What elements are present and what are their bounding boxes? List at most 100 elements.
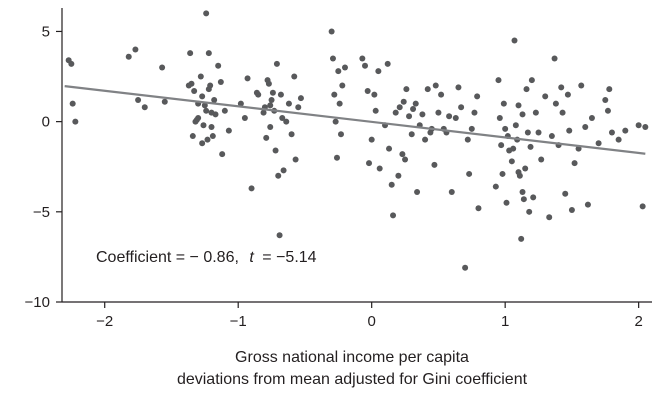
data-point (279, 115, 286, 122)
data-point (608, 129, 615, 136)
data-point (199, 93, 206, 100)
data-point (368, 136, 375, 143)
data-point (328, 28, 335, 35)
data-point (446, 113, 453, 120)
data-point (455, 84, 462, 91)
data-point (366, 160, 373, 167)
data-point (209, 133, 216, 140)
data-point (332, 118, 339, 125)
data-point (375, 68, 382, 75)
annotation-prefix: Coefficient = − 0.86, (96, 249, 239, 266)
data-point (225, 127, 232, 134)
data-point (498, 142, 505, 149)
data-point (263, 134, 270, 141)
data-point (191, 87, 198, 94)
data-point (359, 55, 366, 62)
data-point (530, 194, 537, 201)
data-point (438, 91, 445, 98)
data-point (475, 205, 482, 212)
x-tick-label: −1 (230, 313, 247, 330)
data-point (277, 91, 284, 98)
data-point (248, 185, 255, 192)
data-point (402, 156, 409, 163)
data-point (193, 116, 200, 123)
data-point (205, 86, 212, 93)
data-point (72, 118, 79, 125)
data-point (571, 160, 578, 167)
data-point (458, 104, 465, 111)
data-point (566, 127, 573, 134)
data-point (388, 181, 395, 188)
data-point (528, 77, 535, 84)
data-point (272, 147, 279, 154)
data-point (559, 109, 566, 116)
data-point (199, 140, 206, 147)
data-point (291, 73, 298, 80)
data-point (496, 115, 503, 122)
data-point (635, 122, 642, 129)
data-point (588, 115, 595, 122)
data-point (499, 170, 506, 177)
data-point (564, 91, 571, 98)
data-point (551, 55, 558, 62)
data-point (292, 156, 299, 163)
data-point (283, 118, 290, 125)
data-point (280, 167, 287, 174)
data-point (217, 78, 224, 85)
data-point (584, 201, 591, 208)
data-point (244, 75, 251, 82)
data-point (448, 188, 455, 195)
data-point (208, 109, 215, 116)
data-point (508, 158, 515, 165)
data-point (524, 129, 531, 136)
data-point (125, 53, 132, 60)
scatter-points (65, 10, 649, 271)
data-point (548, 133, 555, 140)
data-point (538, 156, 545, 163)
data-point (159, 64, 166, 71)
y-tick-label: 0 (42, 114, 50, 131)
data-point (275, 172, 282, 179)
data-point (205, 50, 212, 57)
data-point (384, 60, 391, 67)
data-point (331, 91, 338, 98)
data-point (295, 104, 302, 111)
data-point (189, 133, 196, 140)
data-point (546, 214, 553, 221)
data-point (69, 100, 76, 107)
data-point (203, 10, 210, 17)
data-point (495, 77, 502, 84)
data-point (329, 55, 336, 62)
data-point (276, 232, 283, 239)
data-point (372, 107, 379, 114)
data-point (492, 183, 499, 190)
data-point (464, 136, 471, 143)
data-point (519, 111, 526, 118)
data-point (410, 106, 417, 113)
data-point (412, 100, 419, 107)
x-tick-label: 1 (501, 313, 509, 330)
data-point (204, 136, 211, 143)
data-point (558, 84, 565, 91)
data-point (201, 102, 208, 109)
data-point (604, 107, 611, 114)
data-point (523, 86, 530, 93)
data-point (602, 96, 609, 103)
data-point (511, 37, 518, 44)
data-point (390, 212, 397, 219)
coefficient-annotation: Coefficient = − 0.86, t = −5.14 (96, 249, 317, 266)
data-point (288, 131, 295, 138)
data-point (371, 91, 378, 98)
data-point (255, 91, 262, 98)
data-point (211, 96, 218, 103)
data-point (267, 124, 274, 131)
data-point (595, 140, 602, 147)
data-point (267, 102, 274, 109)
data-point (285, 100, 292, 107)
data-point (68, 60, 75, 67)
data-point (333, 154, 340, 161)
data-point (408, 131, 415, 138)
x-axis-ticks: −2 −1 0 1 2 (96, 302, 643, 330)
data-point (237, 100, 244, 107)
annotation-suffix: = −5.14 (262, 249, 316, 266)
